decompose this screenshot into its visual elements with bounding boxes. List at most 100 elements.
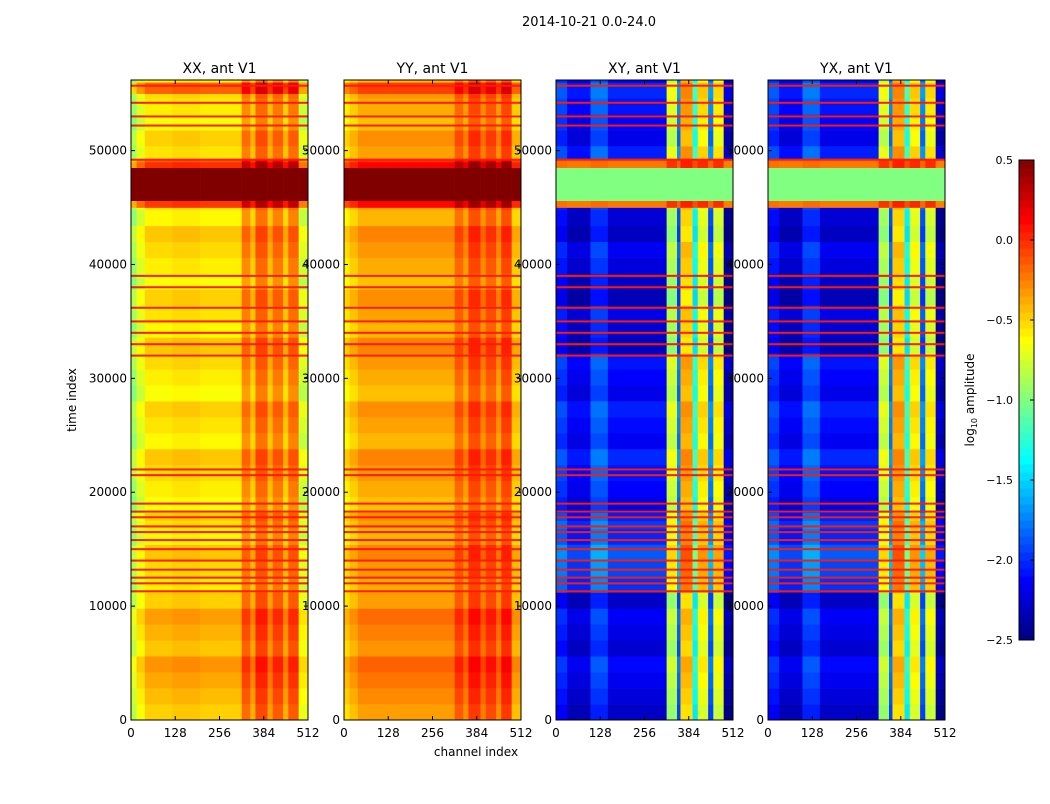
heatmap-cell: [889, 146, 893, 159]
heatmap-cell: [496, 464, 502, 482]
heatmap-cell: [692, 209, 699, 227]
colorbar-segment: [1019, 288, 1034, 297]
heatmap-cell: [556, 161, 568, 168]
heatmap-cell: [607, 209, 667, 227]
heatmap-cell: [172, 640, 201, 657]
heatmap-cell: [920, 592, 926, 609]
heatmap-cell: [468, 177, 481, 195]
colorbar-segment: [1019, 624, 1034, 633]
heatmap-hot-line: [131, 286, 308, 289]
heatmap-cell: [723, 480, 734, 498]
heatmap-cell: [556, 98, 568, 115]
colorbar-segment: [1019, 320, 1034, 329]
heatmap-cell: [298, 225, 309, 243]
heatmap-cell: [802, 167, 821, 179]
heatmap-cell: [344, 401, 350, 418]
heatmap-cell: [136, 464, 146, 482]
heatmap-cell: [349, 656, 359, 673]
heatmap-cell: [692, 114, 699, 131]
heatmap-cell: [241, 464, 251, 482]
heatmap-cell: [298, 241, 309, 258]
heatmap-cell: [590, 544, 609, 561]
heatmap-cell: [666, 656, 678, 673]
heatmap-cell: [241, 80, 251, 83]
heatmap-cell: [723, 257, 734, 274]
heatmap-cell: [463, 369, 469, 386]
heatmap-cell: [144, 608, 173, 625]
heatmap-cell: [878, 177, 890, 195]
heatmap-cell: [904, 82, 911, 99]
heatmap-cell: [496, 369, 502, 386]
heatmap-cell: [454, 225, 464, 243]
heatmap-cell: [920, 257, 926, 274]
heatmap-cell: [344, 98, 350, 115]
heatmap-cell: [925, 592, 936, 609]
heatmap-cell: [680, 167, 693, 179]
heatmap-cell: [590, 225, 609, 243]
heatmap-cell: [723, 98, 734, 115]
heatmap-cell: [288, 576, 299, 593]
heatmap-cell: [272, 193, 284, 202]
heatmap-cell: [819, 337, 879, 354]
heatmap-cell: [267, 544, 274, 561]
heatmap-cell: [349, 167, 359, 179]
heatmap-cell: [666, 528, 678, 545]
heatmap-cell: [819, 576, 879, 593]
heatmap-cell: [241, 114, 251, 131]
heatmap-cell: [904, 193, 911, 202]
heatmap-cell: [590, 401, 609, 418]
heatmap-cell: [136, 82, 146, 94]
heatmap-cell: [677, 640, 681, 657]
heatmap-cell: [723, 289, 734, 306]
heatmap-cell: [556, 355, 568, 370]
heatmap-cell: [298, 305, 309, 322]
heatmap-cell: [131, 80, 137, 83]
heatmap-cell: [463, 496, 469, 514]
heatmap-cell: [463, 98, 469, 115]
heatmap-cell: [172, 193, 201, 202]
heatmap-cell: [349, 464, 359, 482]
heatmap-cell: [697, 401, 709, 418]
heatmap-cell: [357, 337, 455, 354]
heatmap-cell: [283, 608, 289, 625]
heatmap-cell: [723, 401, 734, 418]
heatmap-cell: [819, 200, 879, 208]
heatmap-cell: [666, 273, 678, 290]
heatmap-cell: [298, 161, 309, 168]
heatmap-cell: [925, 496, 936, 514]
heatmap-cell: [697, 114, 709, 131]
heatmap-hot-line: [556, 354, 733, 357]
heatmap-hot-line: [768, 474, 945, 477]
heatmap-cell: [288, 401, 299, 418]
heatmap-cell: [349, 401, 359, 418]
heatmap-cell: [501, 385, 512, 402]
heatmap-cell: [272, 369, 284, 386]
heatmap-cell: [909, 146, 921, 159]
heatmap-cell: [708, 82, 714, 99]
heatmap-cell: [136, 576, 146, 593]
heatmap-cell: [925, 200, 936, 208]
heatmap-cell: [904, 209, 911, 227]
heatmap-cell: [920, 433, 926, 450]
heatmap-cell: [556, 337, 568, 354]
heatmap-cell: [454, 200, 464, 208]
heatmap-cell: [288, 480, 299, 498]
heatmap-cell: [802, 464, 821, 482]
heatmap-cell: [250, 688, 256, 705]
heatmap-hot-line: [131, 474, 308, 477]
heatmap-cell: [904, 80, 911, 83]
heatmap-cell: [511, 464, 522, 482]
heatmap-cell: [144, 225, 173, 243]
colorbar-segment: [1019, 168, 1034, 177]
heatmap-cell: [496, 656, 502, 673]
heatmap-cell: [454, 417, 464, 434]
heatmap-cell: [819, 624, 879, 641]
heatmap-cell: [713, 130, 724, 147]
heatmap-cell: [892, 704, 905, 721]
heatmap-cell: [344, 114, 350, 131]
heatmap-cell: [925, 417, 936, 434]
heatmap-hot-line: [131, 525, 308, 528]
heatmap-cell: [904, 592, 911, 609]
heatmap-cell: [272, 98, 284, 115]
heatmap-cell: [819, 193, 879, 202]
